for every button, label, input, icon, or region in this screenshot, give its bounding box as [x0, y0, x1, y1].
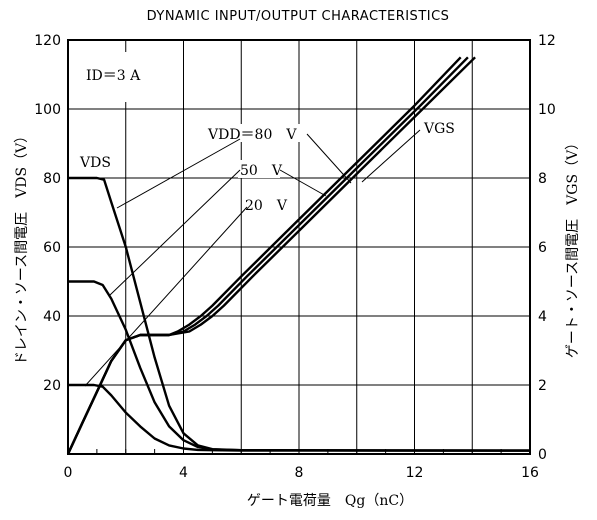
y-left-tick-label: 120 [34, 33, 61, 49]
y-right-tick-label: 8 [538, 171, 547, 187]
x-tick-label: 16 [521, 465, 539, 481]
y-right-tick-label: 6 [538, 240, 547, 256]
y-left-tick-label: 100 [34, 102, 61, 118]
leader-vgs [361, 129, 421, 183]
x-tick-label: 4 [179, 465, 188, 481]
x-tick-label: 0 [64, 465, 73, 481]
x-tick-label: 12 [406, 465, 424, 481]
y-left-tick-label: 80 [43, 171, 61, 187]
vdd50-annotation: 50 V [240, 163, 283, 179]
x-tick-label: 8 [295, 465, 304, 481]
leader-vdd50-vgs [279, 169, 327, 197]
vdd50-label-bg [238, 160, 280, 178]
vds-label-bg [76, 152, 118, 170]
y-left-axis-label: ドレイン・ソース間電圧 VDS（V） [14, 129, 30, 365]
y-right-tick-label: 12 [538, 33, 556, 49]
curves [66, 56, 531, 455]
vdd20-annotation: 20 V [245, 198, 288, 214]
vdd80-annotation: VDD＝80 V [207, 127, 297, 143]
leader-vdd80-vgs [306, 133, 352, 184]
x-axis-label: ゲート電荷量 Qg（nC） [247, 493, 413, 509]
y-right-tick-labels: 0 2 4 6 8 10 12 [538, 33, 556, 463]
leader-vdd80 [116, 138, 241, 209]
series-line-2 [68, 383, 530, 452]
y-left-tick-label: 60 [43, 240, 61, 256]
y-left-tick-label: 20 [43, 378, 61, 394]
y-left-tick-labels: 20 40 60 80 100 120 [34, 33, 61, 394]
y-right-tick-label: 0 [538, 447, 547, 463]
y-left-tick-label: 40 [43, 309, 61, 325]
vgs-annotation: VGS [423, 121, 455, 137]
y-right-tick-label: 10 [538, 102, 556, 118]
plot-frame [67, 39, 531, 455]
condition-box [77, 52, 174, 102]
condition-label: ID＝3 A [86, 68, 141, 84]
series-line-5 [66, 56, 476, 455]
vdd20-label-bg [243, 195, 285, 213]
vds-annotation: VDS [79, 155, 111, 171]
x-tick-labels: 0 4 8 12 16 [64, 465, 539, 481]
vdd80-label-bg [206, 124, 306, 142]
y-right-axis-label: ゲート・ソース間電圧 VGS（V） [565, 136, 581, 358]
grid [67, 40, 531, 454]
chart-title: DYNAMIC INPUT/OUTPUT CHARACTERISTICS [147, 9, 450, 24]
y-right-tick-label: 2 [538, 378, 547, 394]
leader-vdd20 [84, 206, 248, 387]
leader-vdd50 [109, 169, 241, 296]
y-right-tick-label: 4 [538, 309, 547, 325]
